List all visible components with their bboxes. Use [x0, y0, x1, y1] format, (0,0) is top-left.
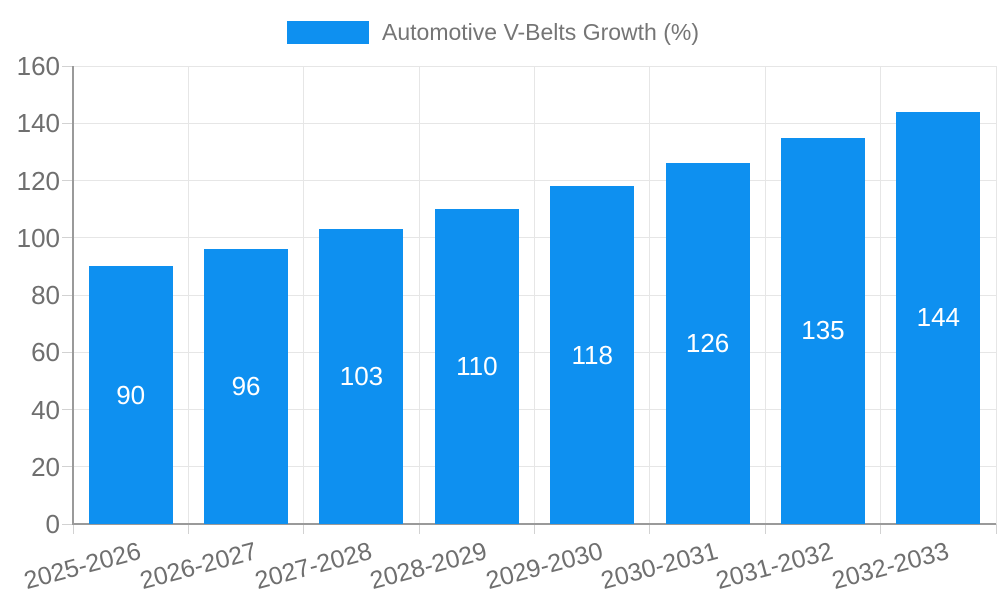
x-tick-label: 2025-2026 [21, 537, 144, 595]
legend-swatch [287, 21, 369, 44]
x-tick-mark [995, 524, 997, 534]
gridline-vertical [303, 66, 305, 524]
y-tick-label: 20 [31, 451, 60, 482]
y-tick-mark [62, 409, 73, 410]
y-tick-label: 120 [16, 165, 60, 196]
bar-2027-2028: 103 [319, 229, 404, 524]
y-tick-label: 160 [16, 51, 60, 81]
gridline-vertical [764, 66, 766, 524]
bar-value-label: 103 [339, 361, 384, 392]
gridline-vertical [187, 66, 189, 524]
x-tick-mark [880, 524, 882, 534]
bar-value-label: 135 [801, 315, 845, 346]
x-tick-mark [418, 524, 420, 534]
y-tick-mark [62, 180, 73, 181]
x-tick-mark [187, 524, 189, 534]
bar-value-label: 144 [916, 302, 960, 333]
bar-value-label: 90 [116, 379, 146, 410]
bar-2031-2032: 135 [780, 137, 865, 524]
x-tick-label: 2026-2027 [136, 537, 260, 595]
x-tick-mark [764, 524, 766, 534]
bar-2032-2033: 144 [896, 111, 981, 524]
y-tick-mark [62, 122, 73, 124]
x-tick-label: 2027-2028 [251, 537, 375, 595]
x-tick-mark [649, 524, 651, 534]
gridline-vertical [880, 66, 882, 524]
y-tick-mark [62, 351, 73, 353]
bar-value-label: 118 [571, 339, 613, 370]
y-tick-label: 0 [45, 509, 60, 539]
gridline-vertical [995, 66, 997, 524]
x-axis-line [72, 523, 996, 525]
bar-value-label: 110 [456, 351, 498, 382]
y-tick-mark [62, 237, 73, 239]
x-tick-mark [534, 524, 535, 534]
y-tick-mark [62, 294, 73, 296]
bar-2026-2027: 96 [204, 249, 289, 524]
gridline-vertical [649, 66, 651, 524]
legend-label: Automotive V-Belts Growth (%) [382, 19, 699, 45]
y-tick-mark [62, 466, 73, 468]
y-tick-label: 60 [31, 337, 60, 368]
x-tick-label: 2031-2032 [713, 537, 837, 595]
gridline-vertical [418, 66, 420, 524]
x-tick-label: 2029-2030 [482, 537, 606, 595]
y-tick-label: 80 [31, 280, 60, 310]
bar-2025-2026: 90 [88, 266, 173, 524]
gridline-vertical [534, 66, 535, 524]
y-tick-label: 40 [31, 394, 60, 425]
y-tick-mark [62, 65, 73, 67]
x-tick-mark [303, 524, 305, 534]
x-tick-label: 2030-2031 [598, 537, 721, 595]
bar-value-label: 126 [685, 328, 730, 359]
y-axis-line [72, 66, 74, 524]
chart-legend: Automotive V-Belts Growth (%) [287, 19, 699, 46]
x-tick-label: 2028-2029 [367, 537, 491, 595]
y-tick-label: 100 [16, 222, 60, 253]
y-tick-label: 140 [16, 108, 60, 139]
y-tick-mark [62, 523, 73, 525]
bar-value-label: 96 [231, 371, 261, 402]
bar-2030-2031: 126 [665, 163, 750, 524]
x-tick-label: 2032-2033 [828, 537, 952, 595]
bar-2028-2029: 110 [434, 209, 519, 524]
x-tick-mark [72, 524, 74, 534]
bar-2029-2030: 118 [550, 186, 635, 524]
